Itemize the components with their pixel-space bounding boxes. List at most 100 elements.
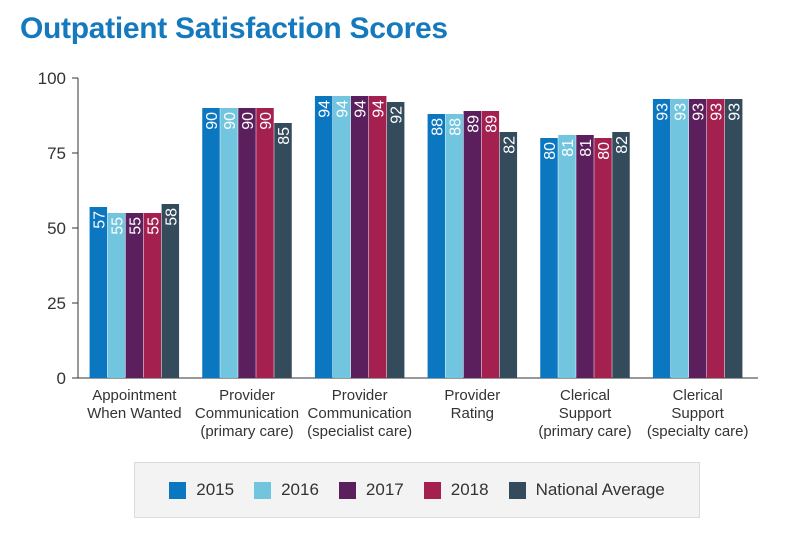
bar-value-label: 81 bbox=[578, 139, 595, 157]
bar bbox=[688, 99, 707, 378]
legend-item: 2016 bbox=[254, 480, 319, 500]
bar-value-label: 90 bbox=[258, 112, 275, 130]
bar bbox=[463, 111, 482, 378]
category-label: Provider Communication (specialist care) bbox=[307, 387, 412, 440]
legend-label: National Average bbox=[535, 480, 665, 499]
legend-swatch bbox=[338, 481, 356, 499]
category-label-line: (specialist care) bbox=[307, 423, 412, 440]
bar-value-label: 89 bbox=[465, 115, 482, 133]
chart-title: Outpatient Satisfaction Scores bbox=[20, 12, 448, 45]
bar-value-label: 55 bbox=[127, 217, 144, 235]
bar bbox=[220, 108, 238, 378]
category-label-line: Clerical bbox=[560, 387, 610, 404]
bar bbox=[594, 138, 612, 378]
bar-value-label: 94 bbox=[371, 100, 388, 118]
bar bbox=[445, 114, 464, 378]
bar bbox=[89, 207, 108, 378]
bar bbox=[612, 132, 630, 378]
bar bbox=[576, 135, 594, 378]
bar-value-label: 90 bbox=[204, 112, 221, 130]
category-label-line: Support bbox=[671, 405, 724, 422]
category-label-line: Support bbox=[559, 405, 612, 422]
legend-label: 2016 bbox=[281, 480, 319, 499]
bar bbox=[256, 108, 274, 378]
bar-value-label: 90 bbox=[222, 112, 239, 130]
category-label-line: Communication bbox=[195, 405, 299, 422]
bar-value-label: 58 bbox=[163, 208, 180, 226]
category-label-line: (primary care) bbox=[200, 423, 293, 440]
bar bbox=[368, 96, 387, 378]
legend-label: 2017 bbox=[365, 480, 404, 499]
bar bbox=[332, 96, 351, 378]
bar-value-label: 94 bbox=[335, 100, 352, 118]
legend-item: 2018 bbox=[423, 480, 489, 500]
bar-value-label: 85 bbox=[276, 127, 293, 145]
y-tick-label: 50 bbox=[47, 219, 66, 238]
category-label-line: Appointment bbox=[92, 387, 177, 404]
legend-item: 2017 bbox=[338, 480, 404, 500]
bar bbox=[161, 204, 180, 378]
category-label-line: (primary care) bbox=[538, 423, 631, 440]
legend-swatch bbox=[254, 481, 272, 499]
bar bbox=[350, 96, 369, 378]
bar bbox=[274, 123, 292, 378]
bar-value-label: 88 bbox=[429, 118, 446, 136]
bar-value-label: 90 bbox=[240, 112, 257, 130]
bar bbox=[652, 99, 671, 378]
bar-value-label: 93 bbox=[709, 103, 726, 121]
bar-value-label: 94 bbox=[317, 100, 334, 118]
category-label-line: Provider bbox=[332, 387, 388, 404]
category-label: Clerical Support (specialty care) bbox=[647, 387, 749, 440]
bar bbox=[558, 135, 576, 378]
bar bbox=[143, 213, 162, 378]
category-label-line: Provider bbox=[444, 387, 500, 404]
bar bbox=[386, 102, 405, 378]
bar bbox=[202, 108, 220, 378]
bar-value-label: 93 bbox=[691, 103, 708, 121]
legend-swatch bbox=[508, 481, 526, 499]
category-label-line: When Wanted bbox=[87, 405, 182, 422]
bar bbox=[107, 213, 126, 378]
bar bbox=[706, 99, 725, 378]
bar bbox=[238, 108, 256, 378]
category-label-line: (specialty care) bbox=[647, 423, 749, 440]
bar bbox=[481, 111, 500, 378]
bar bbox=[540, 138, 558, 378]
bar bbox=[314, 96, 333, 378]
category-label: Clerical Support (primary care) bbox=[538, 387, 631, 440]
category-label: Provider Rating bbox=[444, 387, 500, 422]
bar-value-label: 80 bbox=[596, 142, 613, 160]
bar bbox=[499, 132, 518, 378]
bar-value-label: 94 bbox=[353, 100, 370, 118]
bar-value-label: 89 bbox=[483, 115, 500, 133]
legend-item: National Average bbox=[508, 480, 665, 500]
category-label-line: Rating bbox=[451, 405, 494, 422]
bar bbox=[427, 114, 446, 378]
bar-value-label: 55 bbox=[145, 217, 162, 235]
bar-value-label: 93 bbox=[673, 103, 690, 121]
bar-value-label: 80 bbox=[542, 142, 559, 160]
bar-value-label: 81 bbox=[560, 139, 577, 157]
bar-value-label: 88 bbox=[447, 118, 464, 136]
bar bbox=[724, 99, 743, 378]
category-label-line: Communication bbox=[308, 405, 412, 422]
legend-swatch bbox=[169, 481, 187, 499]
y-tick-label: 75 bbox=[47, 144, 66, 163]
bar bbox=[125, 213, 144, 378]
category-label: Appointment When Wanted bbox=[87, 387, 182, 422]
bar-value-label: 57 bbox=[91, 211, 108, 229]
legend-swatch bbox=[423, 481, 441, 499]
bar bbox=[670, 99, 689, 378]
bar-value-label: 55 bbox=[109, 217, 126, 235]
chart-legend: 2015 2016 2017 2018 National Average bbox=[134, 462, 700, 518]
y-tick-label: 100 bbox=[38, 69, 66, 88]
y-tick-label: 0 bbox=[57, 369, 66, 388]
bar-value-label: 93 bbox=[655, 103, 672, 121]
legend-label: 2015 bbox=[196, 480, 235, 499]
bar-value-label: 93 bbox=[727, 103, 744, 121]
legend-label: 2018 bbox=[450, 480, 489, 499]
category-label-line: Provider bbox=[219, 387, 275, 404]
y-tick-label: 25 bbox=[47, 294, 66, 313]
legend-item: 2015 bbox=[169, 480, 234, 500]
